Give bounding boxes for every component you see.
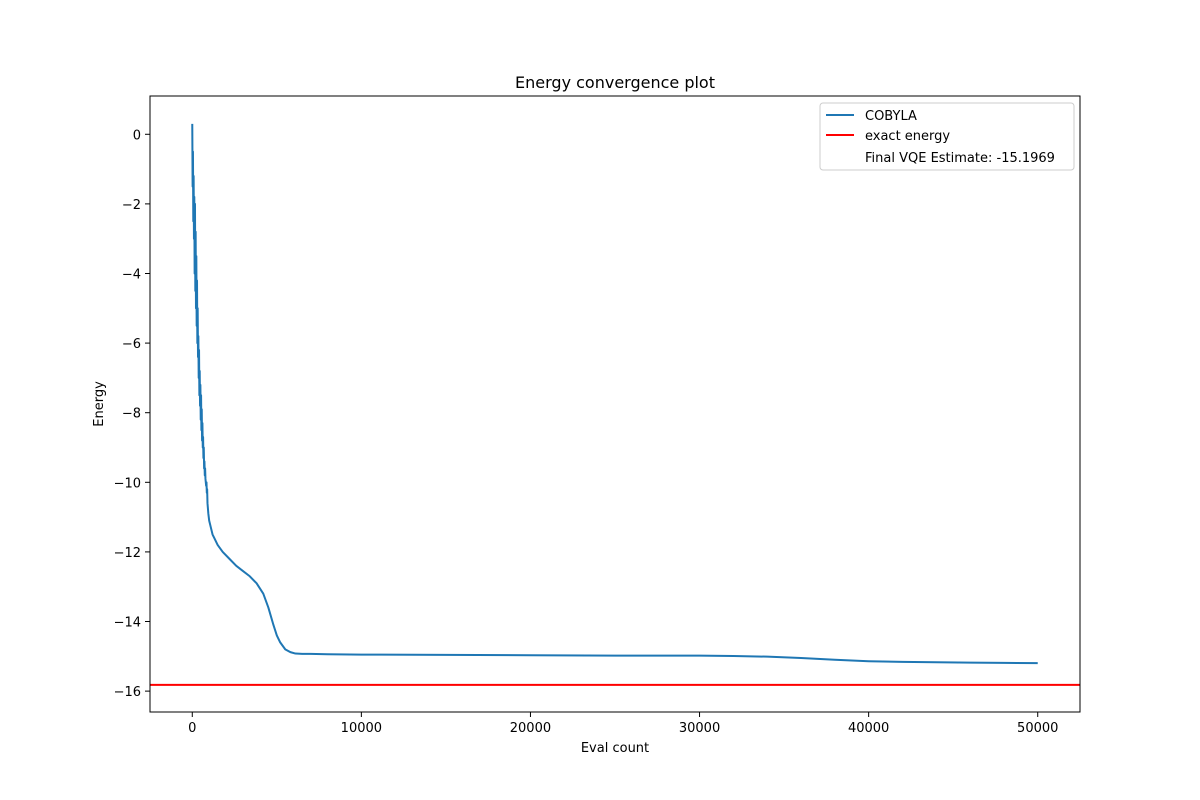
- x-axis-label: Eval count: [581, 741, 649, 756]
- y-tick-label: −4: [122, 267, 141, 282]
- y-tick-label: −16: [114, 685, 141, 700]
- legend: COBYLA exact energy Final VQE Estimate: …: [819, 102, 1075, 171]
- x-tick-label: 50000: [1017, 721, 1058, 736]
- y-axis-ticks: 0 −2 −4 −6 −8 −10 −12 −14 −16: [114, 128, 150, 700]
- y-tick-label: −2: [122, 198, 141, 213]
- x-tick-label: 10000: [341, 721, 382, 736]
- legend-final-estimate-label: Final VQE Estimate: -15.1969: [865, 151, 1055, 166]
- x-axis-ticks: 0 10000 20000 30000 40000 50000: [188, 712, 1058, 736]
- legend-box: [819, 102, 1075, 171]
- y-axis-label: Energy: [92, 381, 107, 427]
- y-tick-label: −12: [114, 546, 141, 561]
- y-tick-label: 0: [133, 128, 141, 143]
- y-tick-label: −8: [122, 407, 141, 422]
- y-tick-label: −14: [114, 616, 141, 631]
- chart-title: Energy convergence plot: [515, 73, 715, 92]
- x-tick-label: 40000: [848, 721, 889, 736]
- plot-frame: [149, 95, 1081, 713]
- cobyla-line: [191, 123, 1038, 665]
- legend-cobyla-label: COBYLA: [865, 109, 917, 124]
- x-tick-label: 0: [188, 721, 196, 736]
- y-tick-label: −10: [114, 476, 141, 491]
- y-tick-label: −6: [122, 337, 141, 352]
- cobyla-series: [191, 123, 1038, 665]
- x-tick-label: 20000: [510, 721, 551, 736]
- x-tick-label: 30000: [679, 721, 720, 736]
- legend-exact-energy-label: exact energy: [865, 129, 950, 144]
